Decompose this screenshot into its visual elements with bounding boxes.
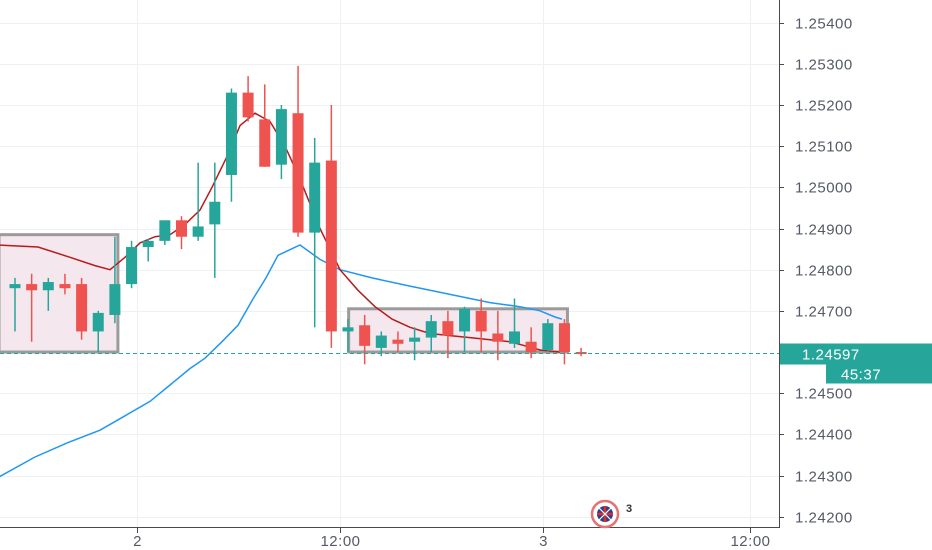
countdown-label: 45:37 <box>841 367 881 384</box>
candle-body-down <box>59 284 71 289</box>
grid <box>0 0 779 527</box>
candle-body-up <box>209 201 221 225</box>
time-tick-label: 12:00 <box>320 533 360 550</box>
current-price-tag <box>780 343 932 365</box>
events-badge[interactable]: 3 <box>590 499 632 529</box>
price-axis-background <box>779 0 932 550</box>
candle-body-down <box>492 333 504 342</box>
candle-body-down <box>76 284 88 332</box>
price-tick-label: 1.25100 <box>795 139 853 156</box>
candle-body-up <box>509 331 520 344</box>
candle-body-up <box>425 321 437 338</box>
candle-body-up <box>225 92 237 175</box>
price-tick-label: 1.24700 <box>795 304 853 321</box>
events-badge-count: 3 <box>626 503 632 515</box>
candle-body-up <box>126 247 138 285</box>
candle-body-down <box>325 160 337 332</box>
candle-body-down <box>359 325 371 346</box>
price-tick-label: 1.24500 <box>795 386 853 403</box>
candle-body-down <box>558 323 570 353</box>
candlesticks <box>9 65 587 365</box>
candle-body-up <box>375 335 387 348</box>
candle-body-up <box>159 220 171 241</box>
candle-body-down <box>525 341 537 353</box>
candle-body-up <box>542 323 554 350</box>
price-tick-label: 1.24900 <box>795 222 853 239</box>
candle-body-up <box>142 240 154 248</box>
price-tick-label: 1.25300 <box>795 57 853 74</box>
price-tick-label: 1.24800 <box>795 263 853 280</box>
time-tick-label: 12:00 <box>730 533 770 550</box>
candle-body-down <box>292 113 304 233</box>
price-tick-label: 1.24400 <box>795 427 853 444</box>
current-price-label: 1.24597 <box>802 347 860 364</box>
candle-body-up <box>409 337 421 342</box>
candle-body-up <box>275 109 287 165</box>
time-axis[interactable]: 2 12:00 3 12:00 <box>133 528 770 550</box>
countdown-tag <box>826 364 932 384</box>
price-tags: 1.24597 45:37 <box>780 343 932 384</box>
price-tick-label: 1.25400 <box>795 16 853 33</box>
candle-body-down <box>442 321 454 336</box>
candle-body-up <box>459 308 471 332</box>
rectangle-drawing[interactable] <box>0 233 120 354</box>
price-tick-label: 1.24200 <box>795 510 853 527</box>
candle-body-up <box>109 284 121 315</box>
candle-body-down <box>392 339 404 344</box>
price-tick-label: 1.25000 <box>795 180 853 197</box>
candle-body-down <box>259 119 271 167</box>
candle-body-up <box>9 284 21 289</box>
candle-body-down <box>242 92 254 118</box>
candle-body-up <box>192 226 204 237</box>
ma-slow-line <box>0 244 563 478</box>
candle-body-down <box>26 284 38 291</box>
candle-body-down <box>176 220 187 237</box>
price-tick-label: 1.24300 <box>795 469 853 486</box>
candle-body-up <box>42 282 54 291</box>
candle-body-up <box>92 312 104 332</box>
time-tick-label: 3 <box>539 533 548 550</box>
time-tick-label: 2 <box>133 533 142 550</box>
price-tick-label: 1.25200 <box>795 98 853 115</box>
price-axis[interactable]: 1.25400 1.25300 1.25200 1.25100 1.25000 1.249… <box>779 16 853 527</box>
uk-flag-diag-b <box>598 507 612 521</box>
candle-body-down <box>475 310 487 332</box>
candle-body-up <box>342 327 354 332</box>
candle-body-up <box>309 162 321 233</box>
